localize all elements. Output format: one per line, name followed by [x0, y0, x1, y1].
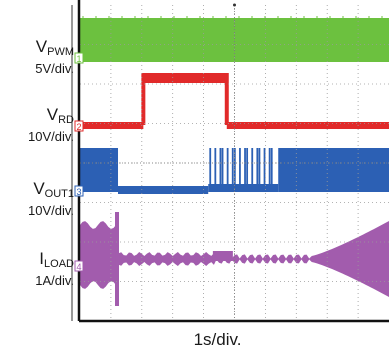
channel-scale-out1: 10V/div.: [27, 203, 74, 218]
trace-rd-low-1: [80, 122, 144, 129]
trace-iload-spike: [115, 212, 120, 306]
trace-pwm-band: [80, 18, 389, 62]
trace-rd-fall: [224, 73, 229, 125]
channel-marker-number: 1: [76, 54, 81, 64]
trace-rd-high: [143, 73, 227, 83]
trigger-marker: [233, 3, 236, 7]
channel-label-iload: ILOAD 1A/div.: [35, 249, 74, 289]
channel-marker-4: 4: [74, 260, 84, 272]
grid-layer: [80, 3, 389, 321]
channel-marker-number: 2: [76, 122, 81, 132]
channel-marker-box: [74, 260, 84, 272]
trace-rd-rise: [141, 73, 146, 125]
channel-label-out1: VOUT1 10V/div.: [27, 179, 74, 219]
channel-marker-box: [74, 52, 84, 64]
channel-label-pwm: VPWM 5V/div.: [35, 37, 74, 77]
trace-out1-low: [118, 186, 209, 194]
trace-iload-envelope: [80, 221, 389, 297]
trace-out1-burst-base: [208, 184, 279, 192]
channel-scale-iload: 1A/div.: [35, 273, 74, 288]
channel-name-iload: ILOAD: [39, 249, 74, 271]
trace-rd-low-2: [226, 122, 389, 129]
trace-iload-step: [212, 251, 233, 261]
channel-marker-box: [74, 120, 84, 132]
channel-name-rd: VRD: [46, 105, 74, 127]
channel-label-rd: VRD 10V/div.: [27, 105, 74, 145]
channel-marker-number: 4: [76, 262, 81, 272]
channel-marker-2: 2: [74, 120, 84, 132]
channel-scale-pwm: 5V/div.: [35, 61, 74, 76]
trace-out1-switching-1: [80, 148, 119, 192]
channel-marker-number: 3: [76, 187, 81, 197]
channel-name-out1: VOUT1: [33, 179, 74, 201]
channel-marker-3: 3: [74, 185, 84, 197]
channel-marker-box: [74, 185, 84, 197]
channel-scale-rd: 10V/div.: [27, 129, 74, 144]
channel-name-pwm: VPWM: [35, 37, 74, 59]
channel-marker-1: 1: [74, 52, 84, 64]
trace-out1-switching-2: [278, 148, 389, 192]
timebase-label: 1s/div.: [193, 330, 242, 349]
